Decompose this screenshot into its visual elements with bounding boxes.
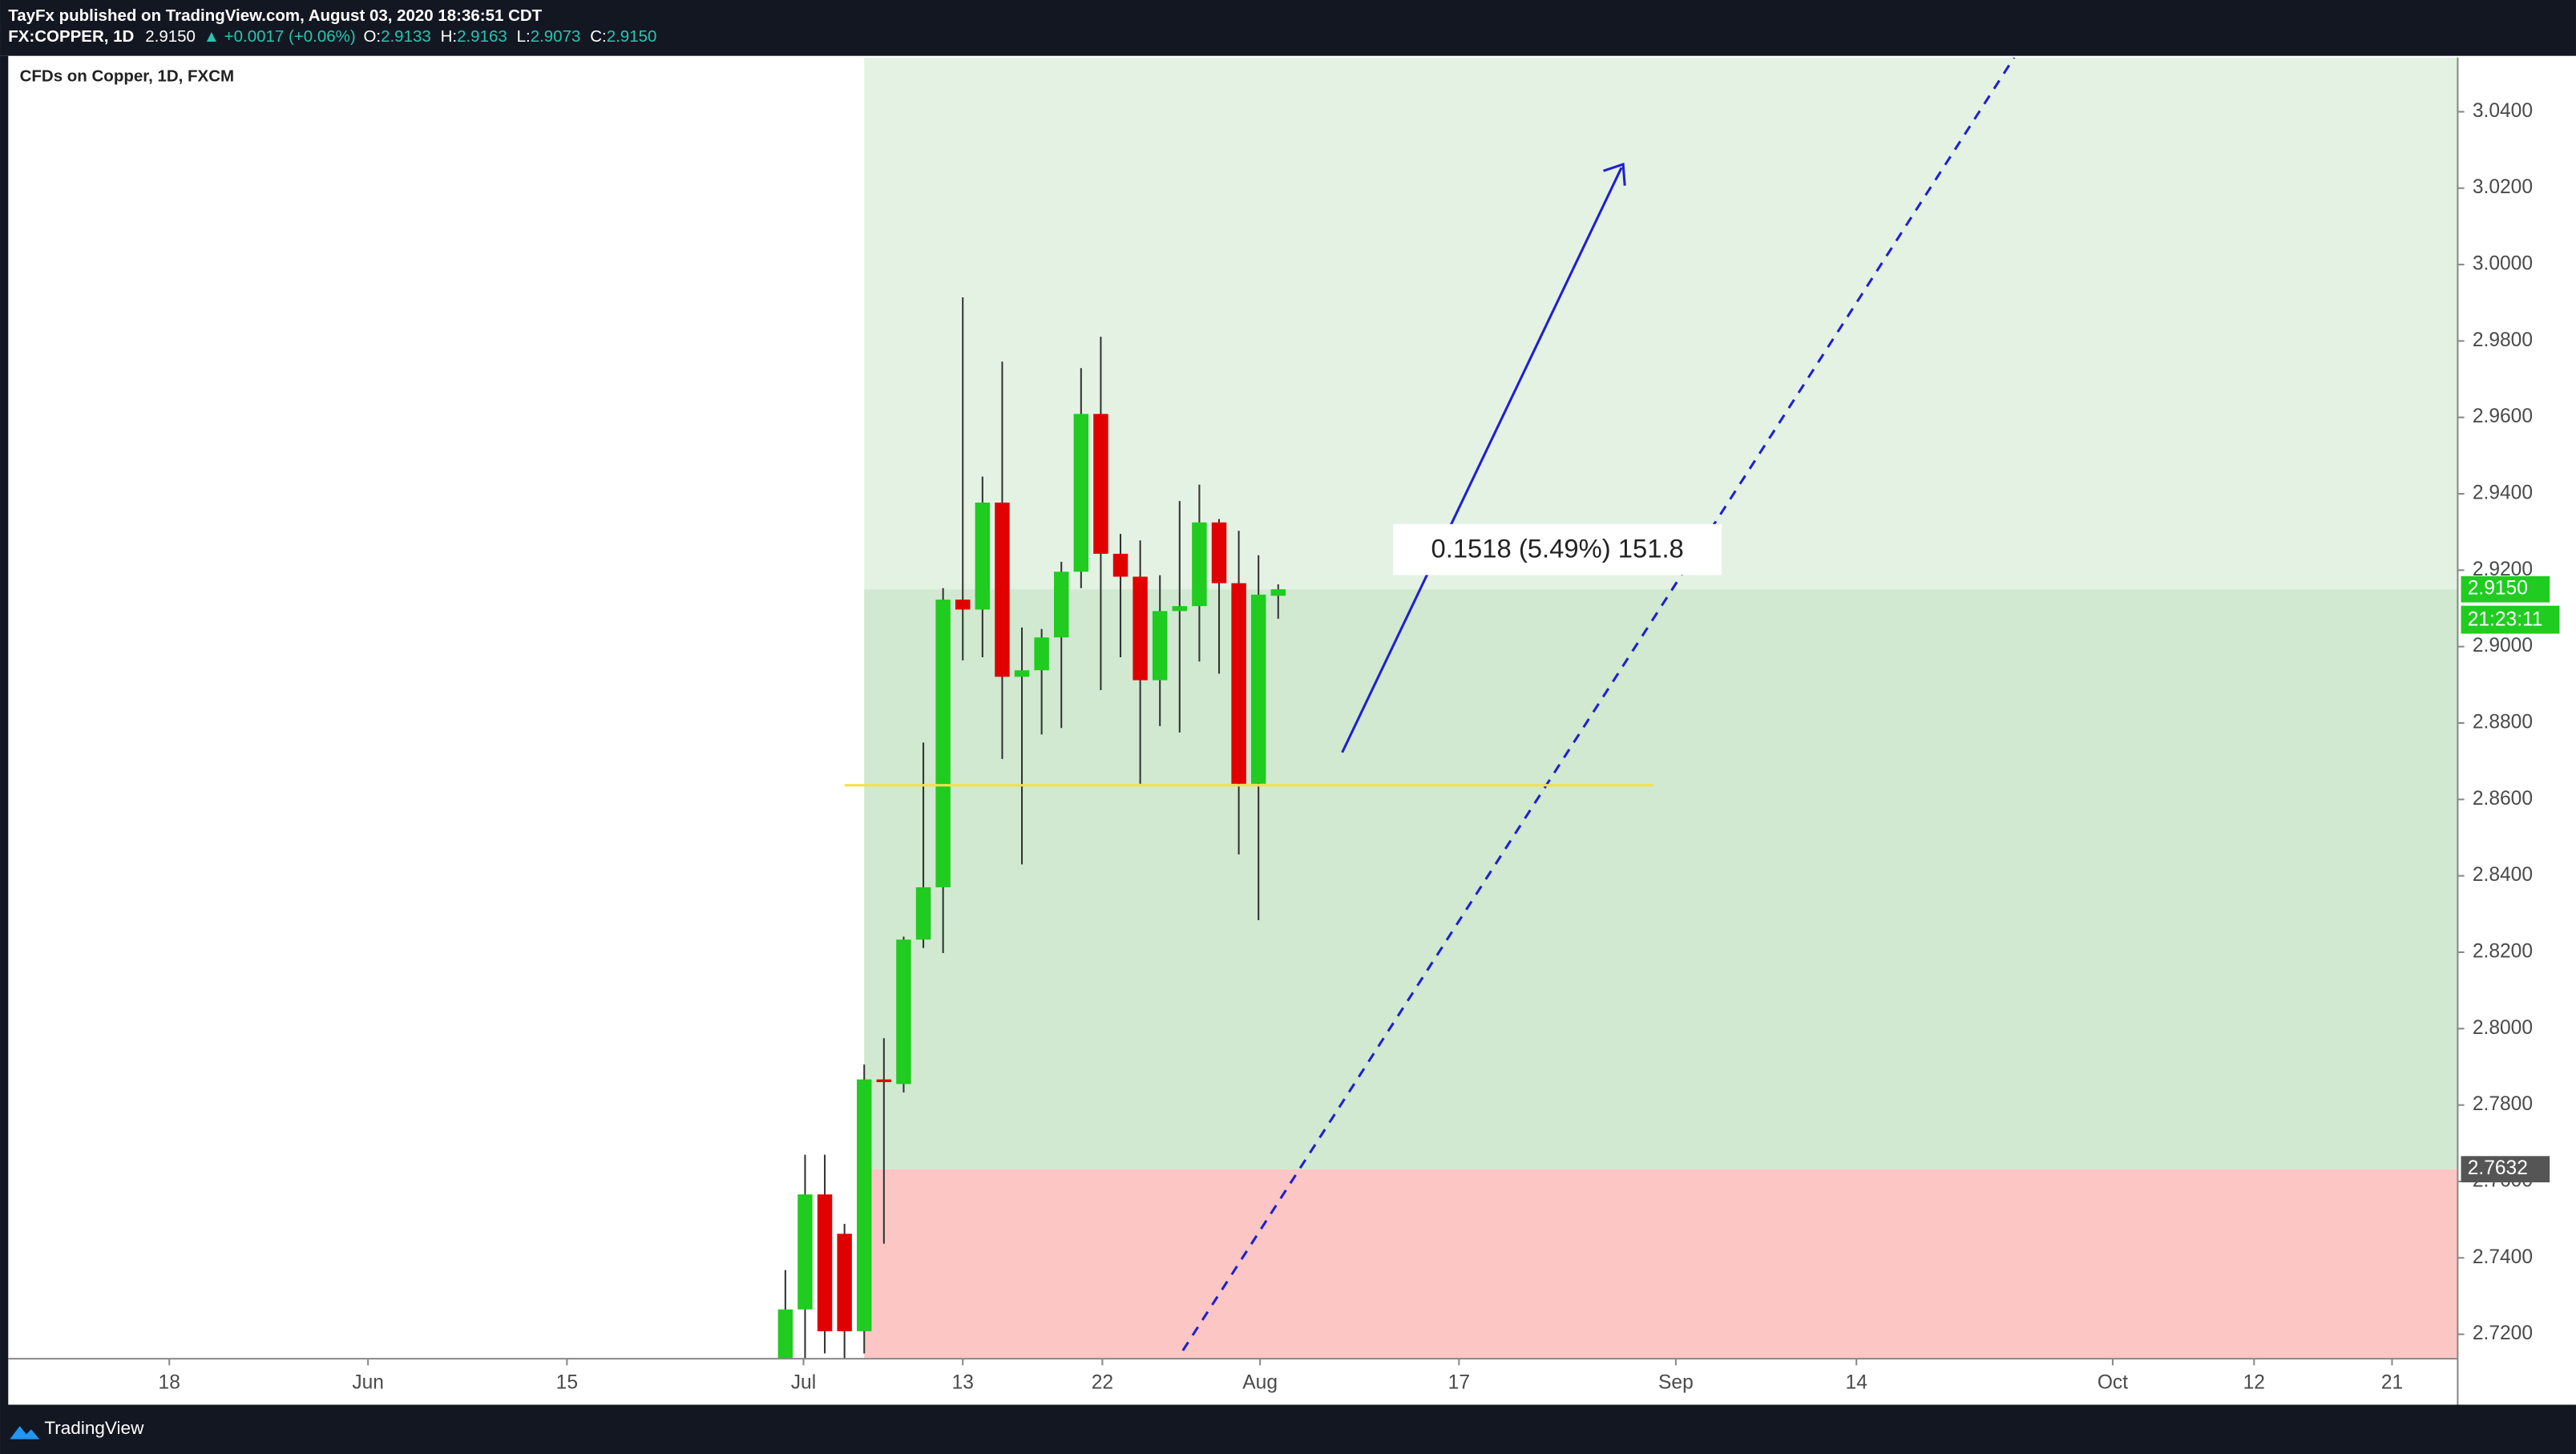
x-tick-label: Jul <box>791 1371 816 1393</box>
x-tick-label: Jun <box>352 1371 384 1393</box>
entry-zone <box>864 589 2458 1169</box>
h-label: H: <box>441 28 457 46</box>
candle-body <box>975 503 991 610</box>
h-value: 2.9163 <box>457 28 507 46</box>
y-tick-label: 2.9000 <box>2473 635 2533 656</box>
change: ▲ +0.0017 (+0.06%) <box>204 28 356 46</box>
x-tick-label: 18 <box>159 1371 180 1393</box>
x-tick-label: Sep <box>1658 1371 1694 1393</box>
x-tick-label: Aug <box>1242 1371 1278 1393</box>
measure-box <box>1393 523 1722 576</box>
c-value: 2.9150 <box>607 28 657 46</box>
x-tick-label: 13 <box>952 1371 974 1393</box>
y-tick-label: 2.8200 <box>2473 940 2533 962</box>
c-label: C: <box>590 28 607 46</box>
candle-body <box>1053 572 1069 638</box>
candle-body <box>915 887 931 940</box>
candle-body <box>817 1194 833 1331</box>
chart-title: CFDs on Copper, 1D, FXCM <box>20 67 234 86</box>
candle-body <box>995 503 1010 677</box>
candle-body <box>1093 414 1108 554</box>
measure-label: 0.1518 (5.49%) 151.8 <box>1431 533 1684 563</box>
arrow-line <box>1341 167 1623 753</box>
candle-body <box>1133 576 1148 681</box>
y-tick-label: 2.9800 <box>2473 329 2533 351</box>
last: 2.9150 <box>145 28 196 46</box>
price-tag <box>2461 1156 2550 1183</box>
x-tick-label: 15 <box>556 1371 578 1393</box>
footer-bar <box>0 1404 2576 1454</box>
o-label: O: <box>363 28 381 46</box>
x-tick-label: 14 <box>1846 1371 1867 1393</box>
candle-body <box>876 1079 892 1083</box>
y-tick-label: 2.8800 <box>2473 712 2533 733</box>
countdown-tag <box>2461 605 2560 634</box>
candle-body <box>1192 522 1207 607</box>
dashed-trend <box>1181 57 2016 1351</box>
candle-body <box>1014 670 1030 677</box>
x-tick-label: 22 <box>1092 1371 1113 1393</box>
candle-body <box>1211 522 1227 584</box>
candle-body <box>955 600 971 610</box>
brand: TradingView <box>44 1418 144 1438</box>
y-tick-label: 2.9400 <box>2473 483 2533 504</box>
candle-body <box>896 939 911 1084</box>
price-tag <box>2461 576 2550 603</box>
published: TayFx published on TradingView.com, Augu… <box>8 6 542 25</box>
price-tag-label: 2.7632 <box>2468 1157 2528 1179</box>
candle-body <box>777 1309 793 1359</box>
stop-zone <box>864 1169 2458 1359</box>
y-tick-label: 2.7800 <box>2473 1093 2533 1115</box>
candle-body <box>1172 606 1188 612</box>
o-value: 2.9133 <box>381 28 431 46</box>
x-tick-label: 12 <box>2243 1371 2265 1393</box>
y-tick-label: 3.0200 <box>2473 176 2533 198</box>
candle-body <box>1073 414 1089 572</box>
y-tick-label: 2.9600 <box>2473 406 2533 427</box>
y-tick-label: 3.0400 <box>2473 100 2533 122</box>
y-tick-label: 2.8600 <box>2473 788 2533 810</box>
countdown: 21:23:11 <box>2468 609 2543 631</box>
axes: 2.72002.74002.76002.78002.80002.82002.84… <box>159 100 2560 1393</box>
l-value: 2.9073 <box>531 28 581 46</box>
x-tick-label: 21 <box>2381 1371 2403 1393</box>
candle-body <box>1231 583 1246 784</box>
l-label: L: <box>517 28 531 46</box>
candle-body <box>837 1234 852 1331</box>
y-tick-label: 3.0000 <box>2473 253 2533 275</box>
candle-body <box>797 1194 813 1310</box>
y-tick-label: 2.8000 <box>2473 1017 2533 1039</box>
candle-body <box>935 600 951 887</box>
candle-body <box>857 1079 872 1331</box>
drawings <box>844 57 2016 1351</box>
candle-body <box>1250 594 1266 784</box>
arrow-head <box>1603 162 1626 186</box>
x-tick-label: Oct <box>2098 1371 2128 1393</box>
y-tick-label: 2.7400 <box>2473 1246 2533 1268</box>
symbol: FX:COPPER, 1D <box>8 28 134 46</box>
y-tick-label: 2.8400 <box>2473 864 2533 886</box>
candle-body <box>1270 589 1286 596</box>
header-bar <box>0 0 2576 56</box>
target-zone <box>864 57 2458 590</box>
x-tick-label: 17 <box>1448 1371 1470 1393</box>
y-tick-label: 2.7200 <box>2473 1323 2533 1344</box>
candles <box>777 297 1286 1359</box>
candle-body <box>1034 637 1049 671</box>
candle-body <box>1152 611 1168 681</box>
candle-body <box>1112 553 1129 577</box>
symbol-line: FX:COPPER, 1D 2.9150 ▲ +0.0017 (+0.06%) … <box>8 28 656 46</box>
zones <box>864 57 2458 1359</box>
price-tag-label: 2.9150 <box>2468 578 2528 600</box>
left-border <box>0 55 9 1405</box>
